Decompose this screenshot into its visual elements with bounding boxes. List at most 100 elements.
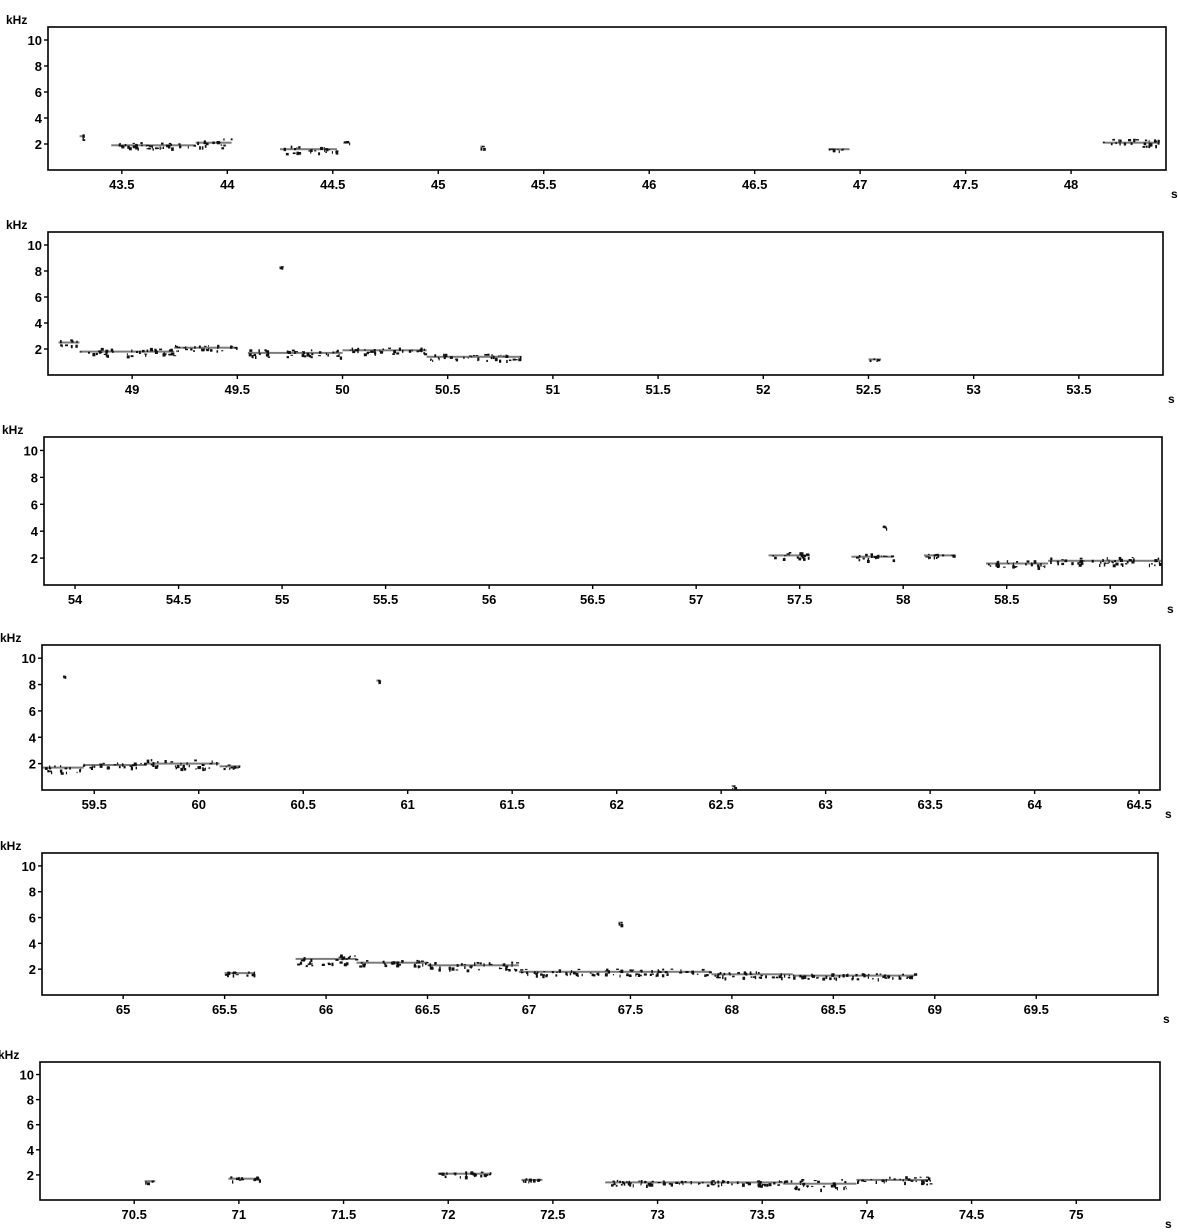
spectro-mark	[774, 556, 777, 560]
x-tick-label: 54.5	[166, 592, 191, 607]
call-segment	[1102, 138, 1160, 149]
spectro-mark	[906, 977, 908, 979]
spectro-mark	[817, 1180, 820, 1183]
spectro-mark	[639, 969, 642, 972]
spectro-mark	[910, 1180, 914, 1182]
spectro-mark	[905, 1176, 908, 1180]
spectro-mark	[785, 1180, 789, 1183]
spectro-mark	[305, 965, 308, 968]
spectro-mark	[833, 977, 836, 980]
spectro-mark	[716, 977, 719, 979]
spectro-mark	[892, 977, 894, 980]
spectro-mark	[752, 976, 756, 978]
spectro-mark	[1110, 143, 1113, 146]
spectro-mark	[324, 148, 326, 153]
spectro-mark	[376, 679, 379, 682]
x-tick-label: 67.5	[618, 1002, 643, 1017]
spectro-mark	[314, 150, 317, 152]
spectro-mark	[151, 145, 153, 149]
spectro-mark	[417, 960, 420, 962]
spectro-mark	[233, 765, 237, 769]
spectro-mark	[760, 976, 762, 979]
spectro-mark	[518, 358, 522, 362]
spectro-mark	[79, 350, 175, 353]
spectro-mark	[1118, 139, 1120, 143]
spectro-mark	[154, 348, 157, 351]
spectro-mark	[223, 768, 226, 771]
spectro-mark	[298, 146, 301, 149]
spectro-mark	[208, 767, 211, 769]
spectro-mark	[162, 353, 165, 357]
spectro-mark	[717, 1184, 720, 1188]
x-tick-label: 71	[232, 1207, 246, 1222]
spectro-mark	[875, 973, 878, 975]
spectro-mark	[396, 963, 399, 965]
spectro-mark	[79, 769, 82, 772]
spectro-mark	[542, 974, 545, 979]
spectro-mark	[60, 765, 62, 768]
spectro-mark	[892, 559, 896, 563]
x-tick-label: 75	[1069, 1207, 1083, 1222]
spectro-mark	[1115, 562, 1119, 566]
spectro-mark	[155, 147, 158, 150]
spectro-mark	[711, 973, 793, 976]
spectro-mark	[206, 349, 209, 352]
spectro-mark	[631, 969, 635, 971]
spectro-mark	[662, 968, 665, 971]
call-segment	[79, 134, 86, 141]
spectro-mark	[246, 974, 249, 977]
spectro-mark	[1157, 139, 1160, 143]
spectro-mark	[796, 556, 799, 559]
spectro-mark	[825, 977, 828, 979]
spectro-mark	[604, 973, 608, 977]
call-segment	[83, 762, 147, 771]
spectro-mark	[401, 960, 404, 963]
spectro-mark	[194, 759, 197, 762]
spectro-mark	[909, 976, 912, 980]
x-tick-label: 74.5	[959, 1207, 984, 1222]
spectro-mark	[898, 975, 901, 978]
spectro-mark	[799, 552, 802, 556]
spectro-mark	[145, 1181, 147, 1183]
spectro-mark	[374, 352, 376, 356]
spectro-mark	[221, 147, 225, 150]
spectro-mark	[719, 972, 722, 975]
spectro-mark	[620, 1184, 623, 1186]
spectro-mark	[656, 973, 659, 977]
spectro-mark	[721, 1183, 723, 1187]
y-tick-label: 8	[29, 678, 36, 693]
spectro-mark	[362, 964, 366, 968]
spectro-mark	[657, 969, 659, 972]
spectro-mark	[343, 141, 350, 144]
spectro-mark	[639, 974, 642, 977]
spectro-mark	[762, 1183, 764, 1186]
spectro-mark	[572, 971, 576, 975]
spectro-mark	[469, 965, 472, 968]
spectro-mark	[345, 962, 349, 966]
spectro-mark	[986, 562, 1049, 565]
x-tick-label: 44	[220, 177, 235, 192]
spectro-mark	[576, 973, 579, 976]
x-tick-label: 61.5	[500, 797, 525, 812]
spectro-mark	[396, 352, 400, 355]
spectro-mark	[236, 767, 239, 769]
spectro-mark	[593, 974, 596, 977]
spectro-mark	[1148, 563, 1150, 568]
y-tick-label: 4	[35, 316, 43, 331]
plot-frame	[41, 644, 1161, 791]
x-tick-label: 65	[116, 1002, 130, 1017]
spectro-mark	[434, 962, 437, 965]
spectro-mark	[359, 965, 362, 968]
spectro-mark	[459, 1176, 461, 1179]
spectro-mark	[366, 351, 369, 355]
spectro-mark	[506, 359, 508, 363]
spectro-mark	[856, 1178, 930, 1181]
spectro-mark	[170, 348, 173, 352]
call-segment	[62, 675, 67, 679]
spectro-mark	[507, 969, 511, 970]
spectro-mark	[714, 975, 717, 977]
spectro-mark	[829, 977, 832, 981]
spectro-mark	[110, 348, 114, 352]
call-segment	[219, 764, 241, 771]
spectro-mark	[843, 1186, 845, 1191]
